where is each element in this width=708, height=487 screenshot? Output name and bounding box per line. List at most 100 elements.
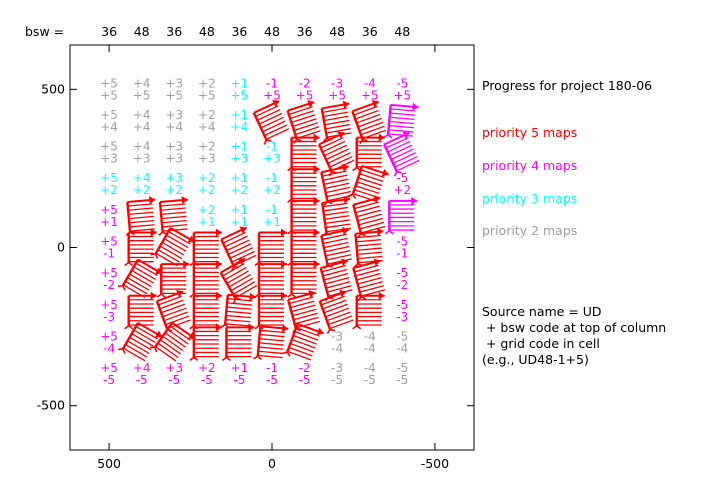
map-glyph-hatch — [389, 112, 415, 116]
cell-col-code: +4 — [133, 171, 151, 185]
map-glyph-arrow — [411, 196, 418, 205]
map-glyph-foot — [117, 284, 126, 291]
cell-col-code: -1 — [266, 203, 278, 217]
map-glyph — [320, 163, 352, 206]
map-glyph — [321, 195, 352, 237]
map-glyph-hatch — [160, 207, 186, 211]
map-glyph-edge — [154, 321, 174, 348]
cell-row-code: -5 — [168, 373, 180, 387]
map-glyph-hatch — [320, 295, 345, 306]
map-glyph-hatch — [389, 120, 415, 125]
map-glyph-arrow — [308, 290, 316, 298]
map-glyph-foot — [359, 138, 368, 145]
map-glyph — [351, 100, 387, 145]
map-glyph-hatch — [356, 243, 382, 247]
map-glyph-hatch — [390, 148, 415, 161]
map-glyph-hatch — [328, 315, 353, 326]
cell-row-code: -2 — [103, 278, 115, 292]
y-tick-label: 0 — [57, 240, 65, 255]
map-glyph-hatch — [225, 318, 251, 323]
map-glyph-hatch — [162, 335, 184, 352]
map-glyph-hatch — [290, 342, 315, 353]
cell-row-code: -3 — [396, 310, 408, 324]
map-glyph-hatch — [324, 215, 350, 220]
map-glyph-hatch — [323, 241, 349, 249]
map-glyph-hatch — [293, 122, 318, 132]
cell-col-code: +3 — [165, 108, 183, 122]
cell-col-code: -5 — [396, 298, 408, 312]
column-header: 48 — [264, 24, 280, 39]
map-glyph-arrow — [371, 100, 379, 108]
cell-row-code: -5 — [266, 373, 278, 387]
map-glyph-hatch — [325, 307, 350, 318]
cell-row-code: +4 — [231, 120, 249, 134]
map-glyph-hatch — [322, 237, 348, 245]
cell-col-code: +3 — [165, 76, 183, 90]
map-glyph-hatch — [325, 123, 351, 130]
map-glyph — [286, 290, 321, 334]
map-glyph-hatch — [260, 116, 284, 129]
cell-col-code: -1 — [266, 140, 278, 154]
map-glyph-hatch — [125, 280, 148, 295]
map-glyph-hatch — [159, 245, 183, 260]
map-glyph-arrow — [181, 196, 188, 205]
map-glyph-hatch — [290, 300, 315, 309]
legend-item-priority-2: priority 2 maps — [482, 223, 577, 238]
map-glyph-arrow — [215, 228, 222, 237]
map-glyph-hatch — [259, 333, 285, 338]
cell-col-code: -1 — [266, 76, 278, 90]
map-glyph-arrow — [339, 289, 347, 298]
map-glyph — [124, 228, 157, 267]
map-glyph-arrow — [154, 330, 163, 338]
cell-row-code: -4 — [103, 341, 115, 355]
cell-row-code: +5 — [393, 88, 411, 102]
map-glyph-hatch — [325, 223, 351, 229]
map-glyph-hatch — [327, 152, 351, 164]
map-glyph — [155, 289, 191, 334]
map-glyph-foot — [383, 134, 393, 139]
map-glyph-hatch — [295, 126, 320, 136]
cell-row-code: -5 — [233, 373, 245, 387]
cell-row-code: +1 — [263, 215, 281, 229]
map-glyph-arrow — [340, 258, 348, 267]
map-glyph-hatch — [155, 346, 177, 362]
map-glyph — [189, 260, 222, 298]
map-glyph-hatch — [388, 129, 414, 133]
map-glyph-hatch — [323, 272, 349, 281]
cell-row-code: +1 — [100, 215, 118, 229]
cell-row-code: -5 — [201, 373, 213, 387]
cell-col-code: +1 — [231, 140, 249, 154]
cell-row-code: -5 — [103, 373, 115, 387]
map-glyph-foot — [253, 355, 262, 361]
map-glyph-arrow — [281, 291, 287, 300]
cell-row-code: +4 — [165, 120, 183, 134]
map-glyph-hatch — [323, 111, 348, 118]
map-glyph — [352, 133, 385, 172]
x-tick-label: -500 — [421, 456, 449, 471]
map-glyph-foot — [352, 325, 362, 330]
column-header: 48 — [329, 24, 345, 39]
map-glyph-hatch — [292, 308, 317, 317]
map-glyph — [384, 196, 418, 235]
map-glyph — [286, 100, 321, 144]
map-glyph-hatch — [157, 342, 179, 359]
map-glyph-hatch — [327, 258, 352, 265]
map-glyph-arrow — [342, 227, 349, 235]
cell-row-code: +3 — [165, 152, 183, 166]
cell-col-code: +5 — [100, 329, 118, 343]
map-glyph-hatch — [287, 350, 312, 361]
cell-col-code: +3 — [165, 361, 183, 375]
map-glyph-hatch — [322, 233, 347, 241]
map-glyph-edge — [321, 202, 328, 233]
cell-row-code: -5 — [136, 373, 148, 387]
map-glyph-hatch — [321, 264, 347, 273]
map-glyph-hatch — [232, 281, 256, 295]
cell-row-code: +2 — [263, 183, 281, 197]
map-glyph-arrow — [342, 100, 350, 109]
map-glyph-hatch — [326, 227, 352, 233]
map-glyph-hatch — [360, 125, 385, 136]
map-glyph-hatch — [323, 178, 349, 186]
cell-col-code: +2 — [198, 361, 216, 375]
map-glyph-arrow — [183, 260, 190, 269]
map-glyph-foot — [221, 356, 231, 362]
